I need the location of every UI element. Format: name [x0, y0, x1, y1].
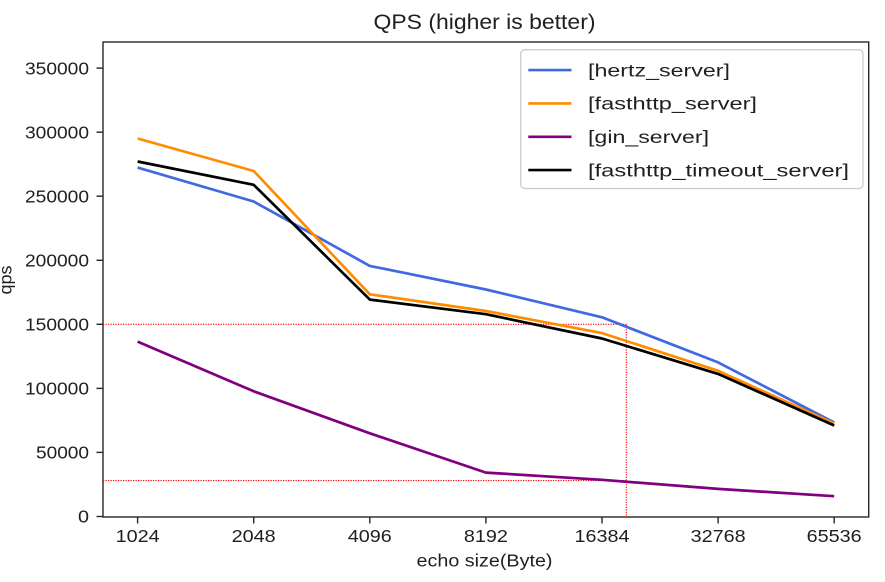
svg-text:qps: qps [0, 265, 16, 294]
svg-text:8192: 8192 [464, 526, 508, 546]
svg-text:250000: 250000 [25, 186, 89, 206]
svg-text:350000: 350000 [25, 58, 89, 78]
svg-text:300000: 300000 [25, 122, 89, 142]
svg-text:1024: 1024 [116, 526, 160, 546]
svg-text:echo size(Byte): echo size(Byte) [417, 551, 553, 571]
svg-text:32768: 32768 [691, 526, 746, 546]
svg-text:[fasthttp_timeout_server]: [fasthttp_timeout_server] [588, 160, 849, 180]
svg-text:0: 0 [78, 507, 89, 527]
svg-text:2048: 2048 [232, 526, 276, 546]
svg-text:[fasthttp_server]: [fasthttp_server] [588, 94, 757, 114]
svg-text:[gin_server]: [gin_server] [588, 127, 709, 147]
svg-text:4096: 4096 [348, 526, 392, 546]
svg-text:65536: 65536 [807, 526, 862, 546]
svg-text:16384: 16384 [575, 526, 630, 546]
svg-text:QPS (higher is better): QPS (higher is better) [374, 11, 596, 34]
svg-text:100000: 100000 [25, 379, 89, 399]
svg-text:[hertz_server]: [hertz_server] [588, 60, 730, 80]
svg-text:200000: 200000 [25, 251, 89, 271]
svg-text:50000: 50000 [36, 443, 89, 463]
svg-text:150000: 150000 [25, 315, 89, 335]
